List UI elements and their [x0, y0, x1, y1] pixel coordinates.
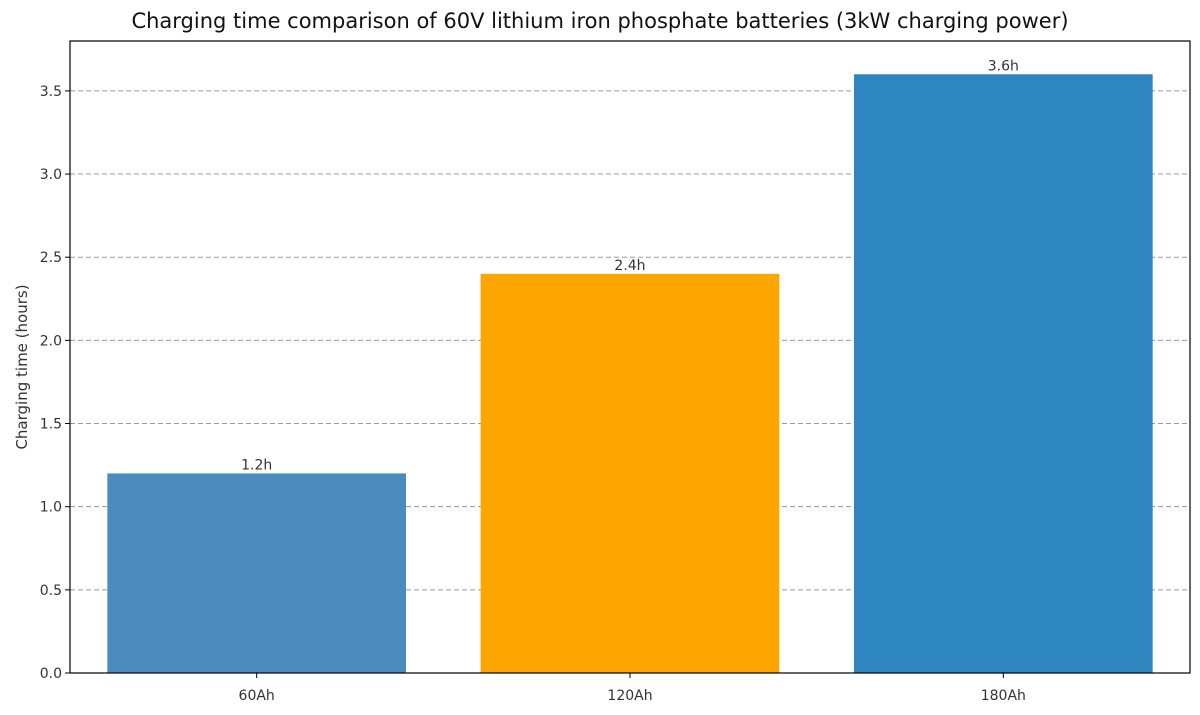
data-labels: 1.2h 2.4h 3.6h — [241, 58, 1019, 473]
data-label: 3.6h — [988, 58, 1019, 74]
y-tick-label: 2.5 — [40, 250, 62, 266]
axis-ticks: 0.0 0.5 1.0 1.5 2.0 2.5 3.0 3.5 60Ah 120Ah 180Ah — [40, 84, 1026, 704]
y-tick-label: 1.0 — [40, 500, 62, 516]
x-tick-label: 60Ah — [239, 688, 275, 704]
y-tick-label: 2.0 — [40, 333, 62, 349]
bars — [107, 74, 1153, 673]
bar — [480, 273, 780, 673]
chart-title: Charging time comparison of 60V lithium … — [131, 9, 1068, 33]
plot-frame — [69, 40, 1191, 674]
data-label: 1.2h — [241, 457, 272, 473]
x-tick-label: 120Ah — [607, 688, 652, 704]
y-tick-label: 1.5 — [40, 417, 62, 433]
bar — [107, 473, 406, 673]
data-label: 2.4h — [614, 258, 645, 274]
x-tick-label: 180Ah — [981, 688, 1026, 704]
y-tick-label: 0.0 — [40, 666, 62, 682]
y-tick-label: 3.0 — [40, 167, 62, 183]
y-tick-label: 3.5 — [40, 84, 62, 100]
y-tick-label: 0.5 — [40, 583, 62, 599]
bar — [854, 74, 1153, 673]
y-axis-label: Charging time (hours) — [13, 284, 31, 449]
